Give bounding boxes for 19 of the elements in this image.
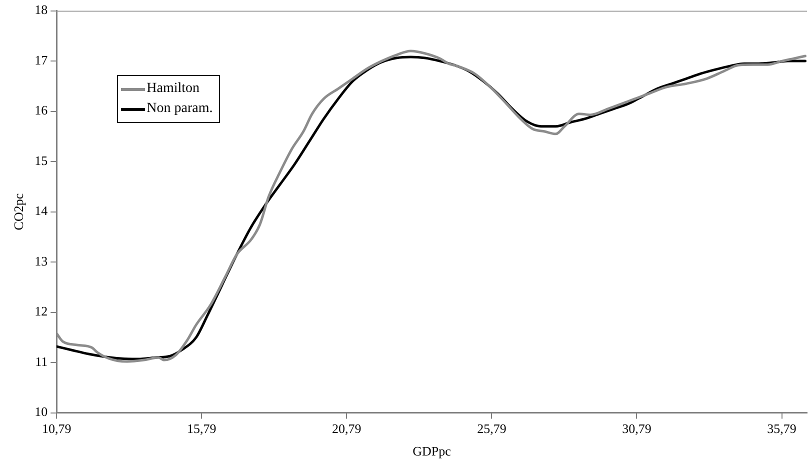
y-tick-label: 12: [34, 304, 48, 319]
x-tick-label: 20,79: [332, 421, 362, 436]
y-tick-label: 16: [34, 102, 48, 118]
y-tick-label: 18: [34, 2, 48, 18]
legend-label: Hamilton: [146, 80, 200, 98]
y-tick-label: 14: [34, 203, 48, 218]
x-tick-label: 15,79: [187, 421, 216, 436]
x-axis-title: GDPpc: [412, 444, 452, 459]
x-tick-label: 10,79: [42, 421, 72, 436]
x-tick-label: 25,79: [477, 421, 506, 436]
x-tick-label: 35,79: [767, 421, 796, 436]
x-tick-label: 30,79: [622, 421, 652, 436]
y-tick-label: 11: [35, 354, 48, 369]
legend-label: Non param.: [146, 100, 213, 118]
y-axis-title: CO2pc: [11, 193, 26, 230]
y-tick-label: 10: [34, 404, 48, 420]
y-tick-label: 15: [34, 152, 48, 168]
y-tick-label: 13: [34, 253, 48, 268]
y-tick-label: 17: [34, 52, 48, 68]
